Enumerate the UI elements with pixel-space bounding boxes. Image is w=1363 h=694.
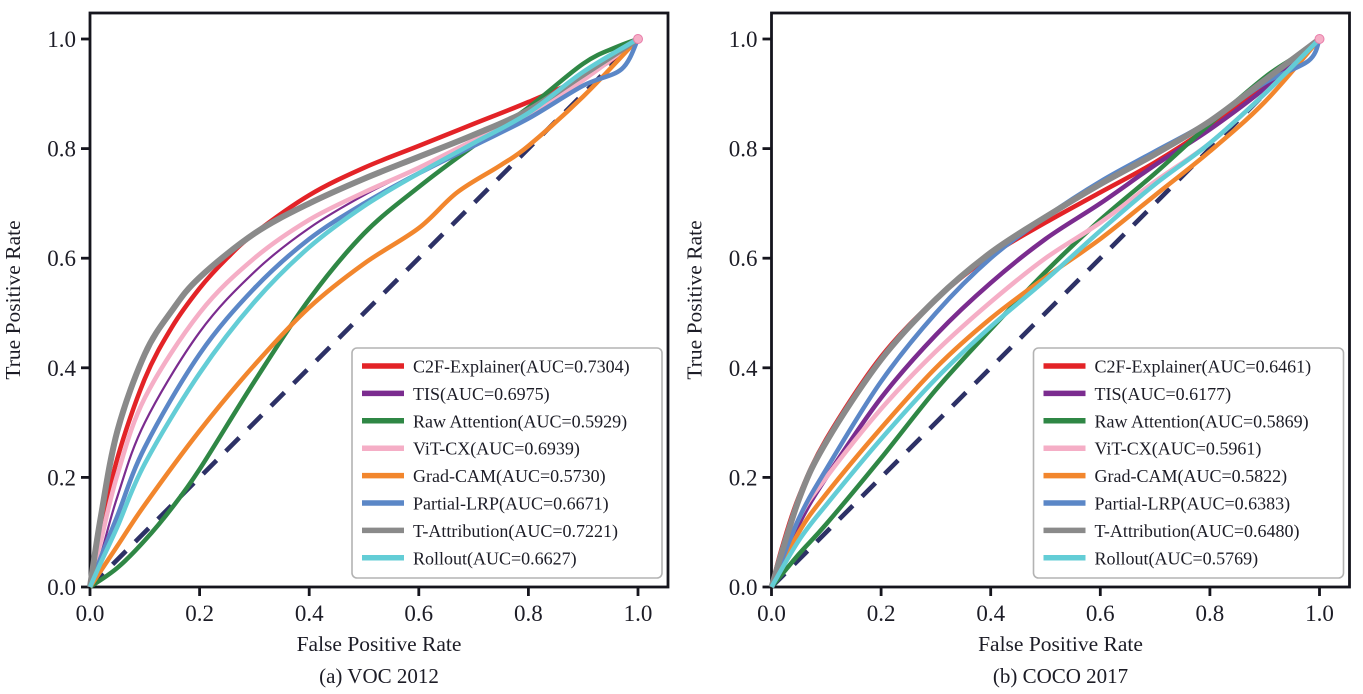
- roc-curve-grad-cam: [88, 37, 640, 589]
- legend-label-grad-cam: Grad-CAM(AUC=0.5730): [413, 466, 606, 487]
- y-tick-label: 0.6: [47, 246, 76, 271]
- legend-label-rollout: Rollout(AUC=0.5769): [1095, 548, 1259, 569]
- y-tick-label: 0.0: [729, 575, 758, 600]
- x-tick-label: 0.4: [295, 601, 324, 626]
- legend: C2F-Explainer(AUC=0.6461) TIS(AUC=0.6177)…: [1032, 347, 1345, 579]
- y-tick-label: 0.0: [47, 575, 76, 600]
- roc-curve-t-attribution: [768, 36, 1322, 588]
- roc-chart-coco2017: 0.0 0.2 0.4 0.6 0.8 1.0 0.0 0.2 0.4 0.6 0.8 1.0 C2F-…: [683, 11, 1351, 688]
- x-tick-label: 0.2: [867, 601, 896, 626]
- legend: C2F-Explainer(AUC=0.7304) TIS(AUC=0.6975)…: [351, 347, 663, 579]
- x-tick-label: 0.0: [757, 601, 786, 626]
- roc-chart-voc2012: 0.0 0.2 0.4 0.6 0.8 1.0 0.0 0.2 0.4 0.6 0.8 1.0 C2F-…: [1, 11, 670, 688]
- y-axis-label: True Positive Rate: [683, 220, 707, 379]
- roc-curve-grad-cam: [769, 37, 1322, 589]
- x-tick-label: 0.8: [1196, 601, 1225, 626]
- roc-curve-raw-attention: [88, 36, 639, 589]
- y-tick-label: 0.6: [729, 246, 758, 271]
- legend-label-c2f-explainer: C2F-Explainer(AUC=0.7304): [413, 357, 630, 378]
- y-tick-label: 0.4: [47, 356, 76, 381]
- y-tick-label: 1.0: [47, 27, 76, 52]
- legend-label-partial-lrp: Partial-LRP(AUC=0.6671): [413, 494, 609, 515]
- x-tick-label: 0.6: [404, 601, 433, 626]
- endpoint-marker: [1314, 34, 1325, 44]
- x-tick-label: 1.0: [1305, 601, 1334, 626]
- x-axis-label: False Positive Rate: [978, 632, 1143, 656]
- legend-box: [1032, 347, 1345, 579]
- y-tick-label: 0.2: [47, 465, 76, 490]
- legend-label-partial-lrp: Partial-LRP(AUC=0.6383): [1095, 494, 1291, 515]
- endpoint-marker: [633, 34, 643, 44]
- x-tick-label: 0.6: [1086, 601, 1115, 626]
- legend-label-tis: TIS(AUC=0.6177): [1095, 384, 1232, 405]
- y-axis-label: True Positive Rate: [1, 220, 25, 379]
- legend-box: [351, 347, 663, 579]
- roc-panel-coco2017: 0.0 0.2 0.4 0.6 0.8 1.0 0.0 0.2 0.4 0.6 0.8 1.0 C2F-…: [681, 0, 1362, 694]
- legend-label-grad-cam: Grad-CAM(AUC=0.5822): [1095, 466, 1288, 487]
- x-tick-label: 0.4: [976, 601, 1005, 626]
- legend-label-vit-cx: ViT-CX(AUC=0.6939): [413, 439, 580, 460]
- plot-box: [88, 11, 670, 589]
- legend-label-c2f-explainer: C2F-Explainer(AUC=0.6461): [1095, 357, 1312, 378]
- y-tick-label: 0.2: [729, 465, 758, 490]
- roc-curve-t-attribution: [87, 36, 640, 588]
- roc-curve-partial-lrp: [87, 37, 641, 588]
- legend-label-t-attribution: T-Attribution(AUC=0.6480): [1095, 521, 1300, 542]
- x-tick-label: 0.8: [514, 601, 543, 626]
- x-axis-label: False Positive Rate: [297, 632, 462, 656]
- legend-label-rollout: Rollout(AUC=0.6627): [413, 548, 577, 569]
- plot-box: [770, 11, 1351, 589]
- panel-caption: (b) COCO 2017: [993, 664, 1128, 688]
- legend-label-vit-cx: ViT-CX(AUC=0.5961): [1095, 439, 1262, 460]
- roc-curve-rollout: [769, 37, 1322, 589]
- y-tick-label: 1.0: [729, 27, 758, 52]
- y-tick-label: 0.8: [729, 137, 758, 162]
- x-tick-label: 0.2: [185, 601, 214, 626]
- roc-panel-voc2012: 0.0 0.2 0.4 0.6 0.8 1.0 0.0 0.2 0.4 0.6 0.8 1.0 C2F-…: [0, 0, 681, 694]
- legend-label-raw-attention: Raw Attention(AUC=0.5929): [413, 411, 627, 432]
- x-tick-label: 1.0: [624, 601, 653, 626]
- roc-curve-rollout: [87, 37, 640, 588]
- y-tick-label: 0.4: [729, 356, 758, 381]
- legend-label-raw-attention: Raw Attention(AUC=0.5869): [1095, 411, 1309, 432]
- legend-label-t-attribution: T-Attribution(AUC=0.7221): [413, 521, 618, 542]
- x-tick-label: 0.0: [76, 601, 105, 626]
- panel-caption: (a) VOC 2012: [319, 664, 439, 688]
- y-tick-label: 0.8: [47, 137, 76, 162]
- legend-label-tis: TIS(AUC=0.6975): [413, 384, 550, 405]
